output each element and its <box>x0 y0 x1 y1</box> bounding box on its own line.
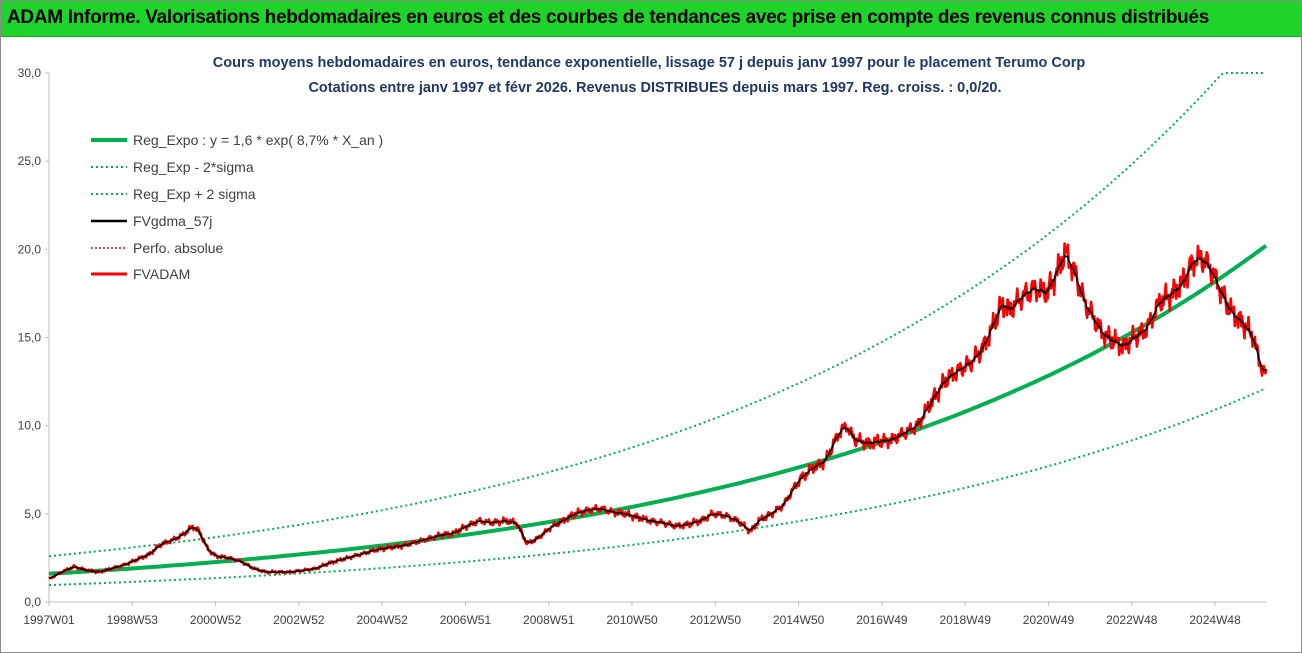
legend-label-reg-expo: Reg_Expo : y = 1,6 * exp( 8,7% * X_an ) <box>133 132 383 148</box>
banner-title: ADAM Informe. Valorisations hebdomadaire… <box>7 7 1209 28</box>
plot-lines <box>48 72 1268 587</box>
legend-label-fvadam: FVADAM <box>133 266 190 282</box>
legend-label-reg-exp-minus: Reg_Exp - 2*sigma <box>133 159 254 175</box>
y-tick-label: 20,0 <box>18 242 42 256</box>
x-tick-label: 2014W50 <box>773 613 825 627</box>
y-tick-label: 5,0 <box>24 507 41 521</box>
series-reg-exp-plus-2sigma <box>48 72 1266 558</box>
chart-subtitle: Cotations entre janv 1997 et févr 2026. … <box>308 80 1001 96</box>
series-fvgdma-57j <box>48 254 1267 579</box>
x-tick-label: 2016W49 <box>856 613 908 627</box>
x-tick-label: 1997W01 <box>23 613 75 627</box>
x-axis: 1997W01 1998W53 2000W52 2002W52 2004W52 2006W… <box>23 601 1266 627</box>
legend-label-reg-exp-plus: Reg_Exp + 2 sigma <box>133 186 256 202</box>
x-tick-label: 2022W48 <box>1106 613 1158 627</box>
y-axis: 0,0 5,0 10,0 15,0 20,0 25,0 30,0 <box>18 66 50 609</box>
y-tick-label: 30,0 <box>18 66 42 80</box>
legend: Reg_Expo : y = 1,6 * exp( 8,7% * X_an ) … <box>91 132 383 282</box>
x-tick-label: 2008W51 <box>523 613 575 627</box>
series-fvadam <box>48 242 1268 580</box>
x-tick-label: 2018W49 <box>940 613 992 627</box>
x-tick-label: 2004W52 <box>356 613 408 627</box>
x-tick-label: 2012W50 <box>690 613 742 627</box>
y-tick-label: 15,0 <box>18 331 42 345</box>
y-tick-label: 25,0 <box>18 154 42 168</box>
x-tick-label: 2010W50 <box>606 613 658 627</box>
x-tick-label: 1998W53 <box>107 613 159 627</box>
y-tick-label: 10,0 <box>18 419 42 433</box>
legend-label-fvgdma: FVgdma_57j <box>133 213 212 229</box>
report-banner: ADAM Informe. Valorisations hebdomadaire… <box>1 1 1301 37</box>
x-tick-label: 2000W52 <box>190 613 242 627</box>
line-chart: Cours moyens hebdomadaires en euros, ten… <box>18 55 1268 627</box>
y-tick-label: 0,0 <box>24 595 41 609</box>
series-reg-expo <box>48 244 1268 576</box>
legend-label-perfo-absolue: Perfo. absolue <box>133 240 223 256</box>
x-tick-label: 2024W48 <box>1189 613 1241 627</box>
series-reg-exp-minus-2sigma <box>48 387 1267 587</box>
chart-title: Cours moyens hebdomadaires en euros, ten… <box>213 55 1086 71</box>
x-tick-label: 2020W49 <box>1023 613 1075 627</box>
x-tick-label: 2002W52 <box>273 613 325 627</box>
x-tick-label: 2006W51 <box>440 613 492 627</box>
